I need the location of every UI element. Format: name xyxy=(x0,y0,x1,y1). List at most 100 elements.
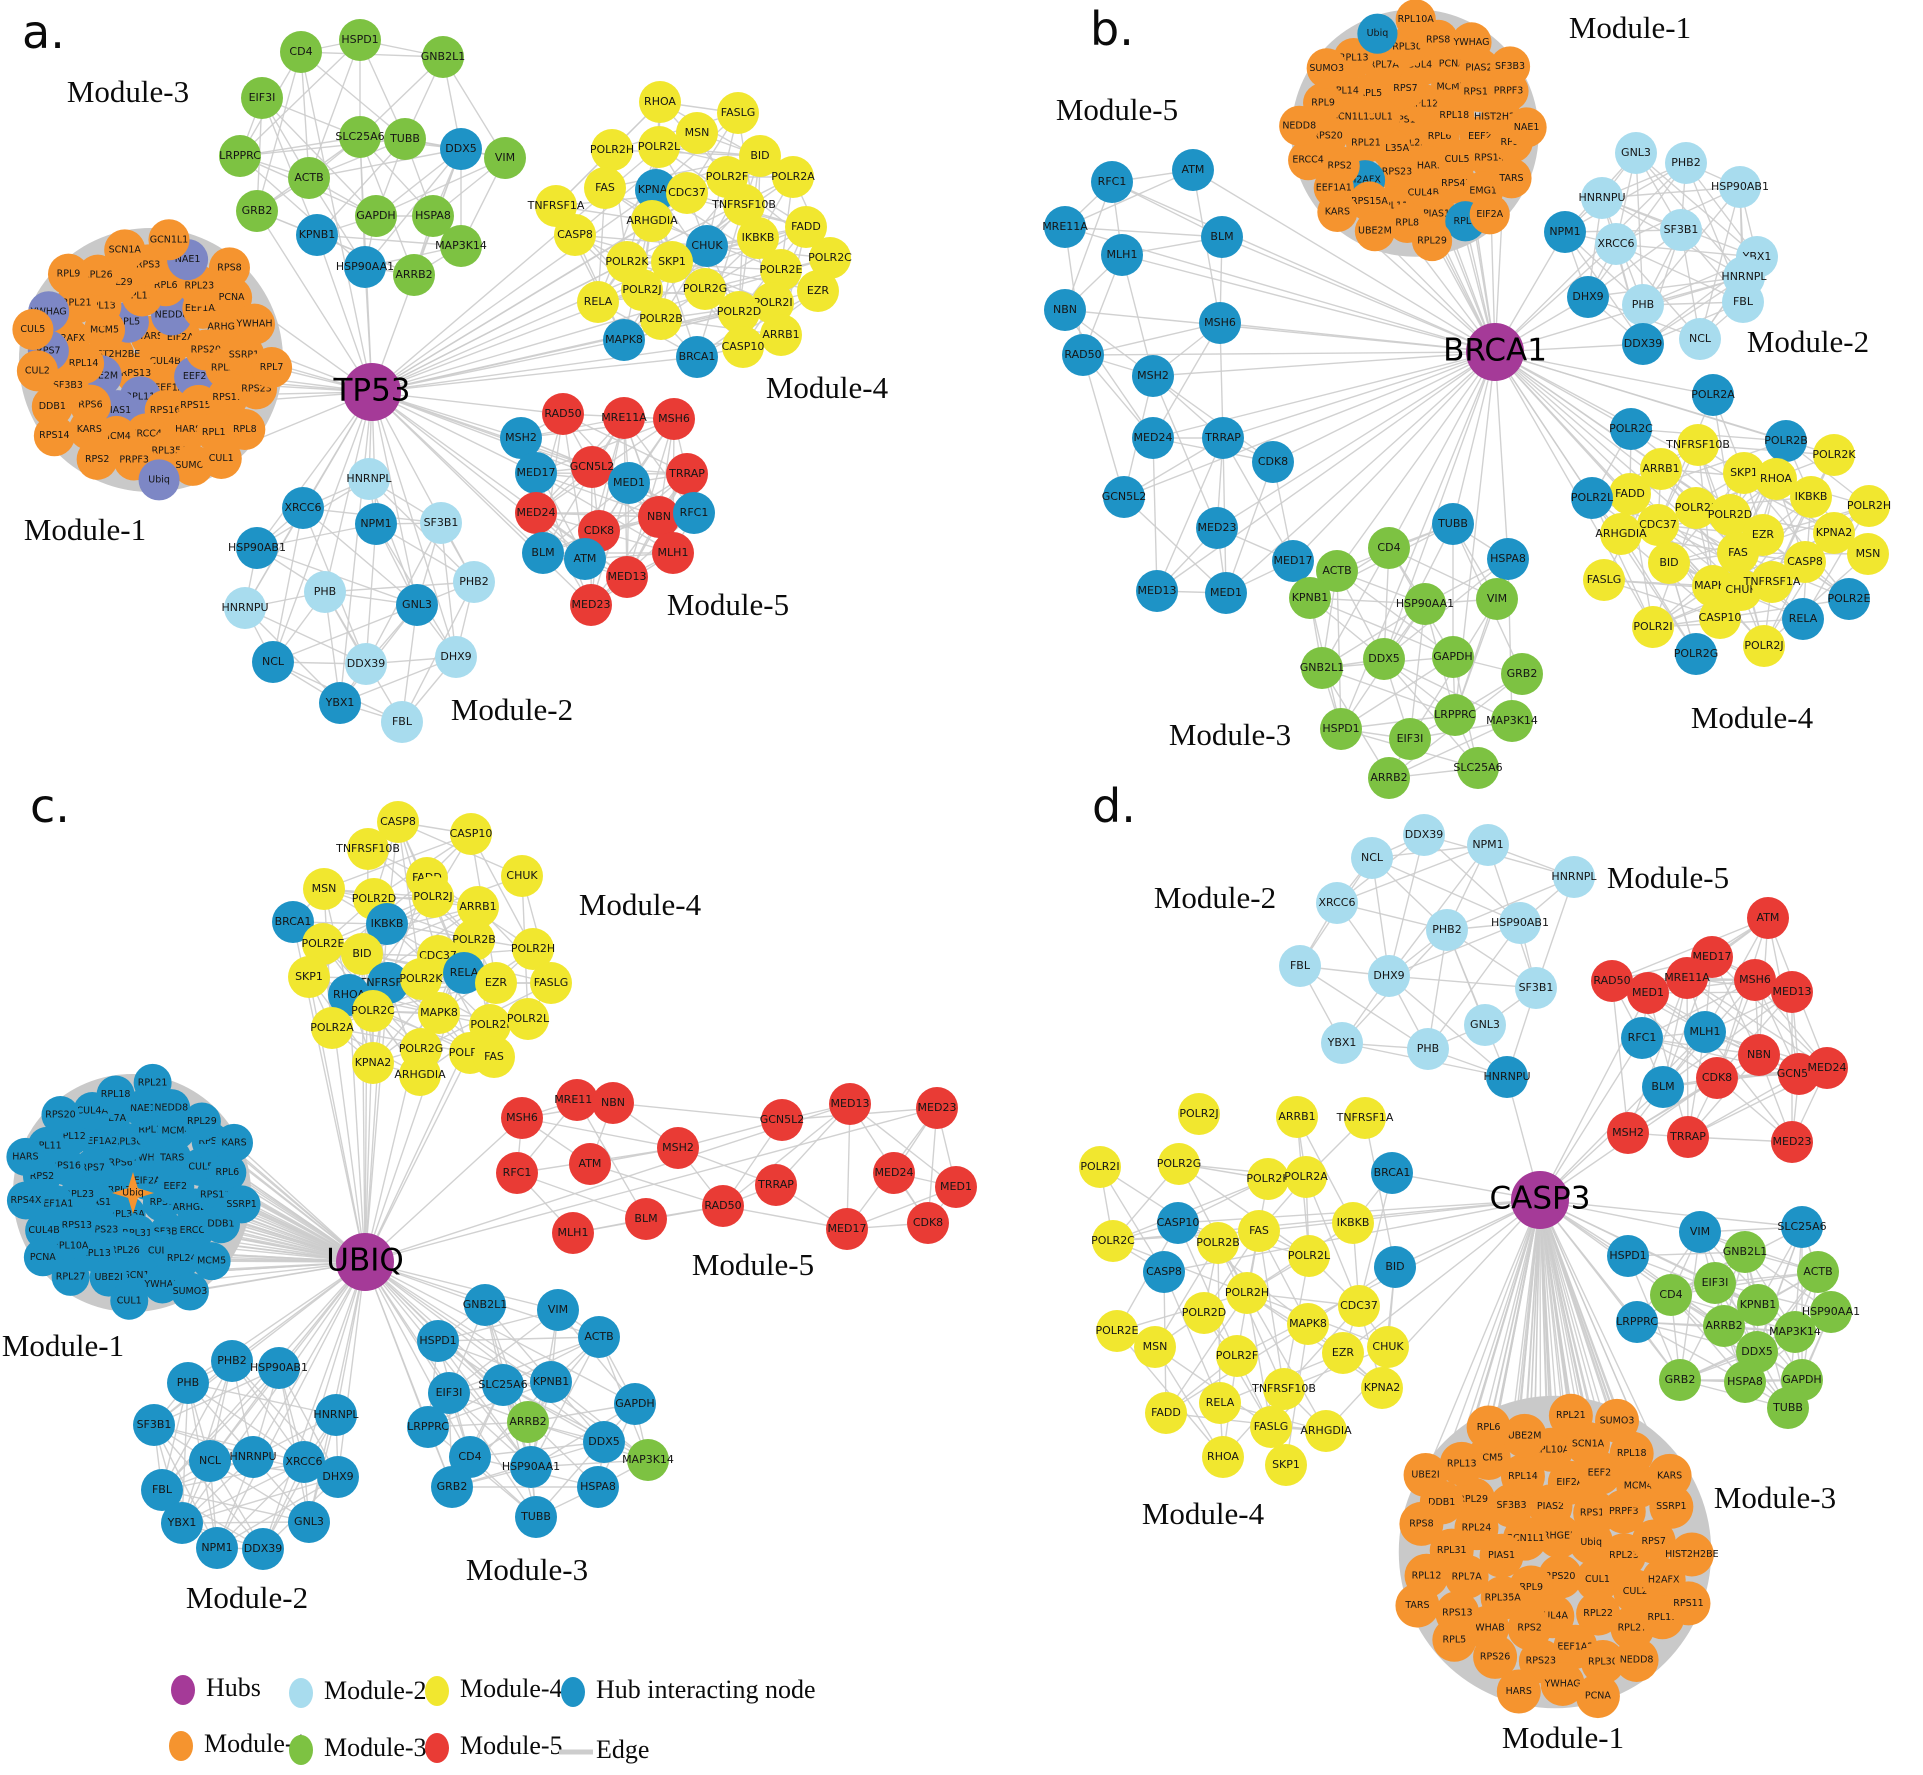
node-circle xyxy=(1723,452,1765,494)
node-circle xyxy=(564,538,606,580)
node-label: SSRP1 xyxy=(229,350,259,361)
node-PHB2: PHB2 xyxy=(453,561,495,603)
node-label: RPS8 xyxy=(150,1197,174,1208)
node-POLR2J: POLR2J xyxy=(1178,1093,1220,1135)
node-label: RELA xyxy=(1206,1396,1235,1409)
node-GCN5L2: GCN5L2 xyxy=(1102,476,1146,518)
node-POLR2G: POLR2G xyxy=(1674,633,1718,675)
node-RAD50: RAD50 xyxy=(1062,334,1104,376)
node-label: RPL8 xyxy=(1395,217,1419,228)
node-label: ARRB2 xyxy=(509,1415,546,1428)
node-circle xyxy=(1501,653,1543,695)
node-HSPD1: HSPD1 xyxy=(339,19,381,61)
node-circle xyxy=(500,417,542,459)
node-circle xyxy=(1368,955,1410,997)
node-YWHAG: YWHAG xyxy=(1451,22,1492,63)
edge xyxy=(1336,844,1489,904)
node-label: SKP1 xyxy=(1730,466,1758,479)
node-label: DDX39 xyxy=(1624,337,1662,350)
node-label: POLR2C xyxy=(1091,1234,1135,1247)
node-label: EMG1 xyxy=(1469,186,1497,197)
node-SF3B1: SF3B1 xyxy=(1660,209,1702,251)
node-circle xyxy=(1675,487,1717,529)
node-POLR2B: POLR2B xyxy=(1764,420,1808,462)
node-label: MED17 xyxy=(828,1222,867,1235)
node-MED17: MED17 xyxy=(826,1208,868,1250)
node-CD4: CD4 xyxy=(1368,527,1410,569)
module-label-a-module-3: Module-3 xyxy=(67,74,189,109)
node-circle xyxy=(1595,1398,1640,1443)
node-label: POLR2I xyxy=(470,1018,509,1031)
node-POLR2J: POLR2J xyxy=(412,876,454,918)
node-label: SF3B1 xyxy=(1664,223,1699,236)
panel-letter-b: b. xyxy=(1090,2,1134,56)
node-circle xyxy=(1183,1292,1225,1334)
edge xyxy=(1292,351,1496,562)
node-MED24: MED24 xyxy=(1132,417,1174,459)
module-label-d-module-3: Module-3 xyxy=(1714,1480,1836,1515)
node-POLR2L: POLR2L xyxy=(638,126,681,168)
legend-item-y: Module-4 xyxy=(425,1674,563,1706)
node-label: HARS xyxy=(12,1151,38,1162)
node-circle xyxy=(381,701,423,743)
node-label: NBN xyxy=(601,1096,625,1109)
node-label: RPL9 xyxy=(57,269,81,280)
node-label: EIF2A xyxy=(1556,1477,1583,1488)
node-BRCA1: BRCA1 xyxy=(272,901,314,943)
node-CUL1: CUL1 xyxy=(110,1281,149,1320)
node-FBL: FBL xyxy=(1722,281,1764,323)
node-circle xyxy=(1771,1121,1813,1163)
edge xyxy=(1152,437,1158,592)
node-circle xyxy=(1600,513,1642,555)
edge xyxy=(1340,656,1454,730)
node-circle xyxy=(1132,417,1174,459)
node-circle xyxy=(1079,1146,1121,1188)
node-POLR2I: POLR2I xyxy=(752,282,794,324)
node-label: RPS13 xyxy=(1442,1608,1472,1619)
node-circle xyxy=(1622,323,1664,365)
node-CASP8: CASP8 xyxy=(377,801,419,843)
node-ACTB: ACTB xyxy=(1316,550,1358,592)
node-label: BID xyxy=(1659,556,1678,569)
edge xyxy=(364,1107,938,1263)
node-label: SSRP1 xyxy=(226,1199,256,1210)
node-label: KARS xyxy=(221,1137,246,1148)
node-circle xyxy=(583,1421,625,1463)
node-label: SF3B3 xyxy=(1495,61,1525,72)
node-label: ARRB2 xyxy=(1370,771,1407,784)
node-label: PCNA xyxy=(219,292,245,303)
edge xyxy=(1383,351,1496,660)
node-circle xyxy=(723,184,765,226)
node-POLR2C: POLR2C xyxy=(351,990,395,1032)
node-circle xyxy=(907,1202,949,1244)
node-circle xyxy=(797,270,839,312)
node-RPL24: RPL24 xyxy=(162,1239,201,1278)
edge xyxy=(371,391,457,658)
cluster-a-module-1: CUL4BRPS13TARSEEF1AHIST2H2BEEIF2ARPL11RP… xyxy=(12,219,293,501)
node-circle xyxy=(570,584,612,626)
node-circle xyxy=(96,1075,135,1114)
node-FBL: FBL xyxy=(1279,945,1321,987)
node-LRPPRC: LRPPRC xyxy=(1434,694,1476,736)
node-label: POLR2L xyxy=(1288,1249,1331,1262)
node-circle xyxy=(1301,647,1343,689)
node-circle xyxy=(16,350,58,392)
node-HARS: HARS xyxy=(6,1137,45,1176)
node-circle xyxy=(1265,1444,1307,1486)
node-TRRAP: TRRAP xyxy=(1667,1116,1709,1158)
node-DDX39: DDX39 xyxy=(1622,323,1664,365)
node-label: POLR2K xyxy=(1812,448,1856,461)
node-circle xyxy=(702,1185,744,1227)
node-label: MCM4 xyxy=(102,431,131,442)
node-circle xyxy=(1743,625,1785,667)
node-label: HSP90AB1 xyxy=(1491,916,1549,929)
node-circle xyxy=(219,135,261,177)
module-label-a-module-5: Module-5 xyxy=(667,587,789,622)
hub-label: UBIQ xyxy=(326,1243,404,1279)
node-label: RPS6 xyxy=(78,400,102,411)
hub-circle xyxy=(336,1233,394,1291)
node-HSPA8: HSPA8 xyxy=(1487,538,1529,580)
node-label: HSP90AB1 xyxy=(1711,180,1769,193)
node-DDX5: DDX5 xyxy=(583,1421,625,1463)
